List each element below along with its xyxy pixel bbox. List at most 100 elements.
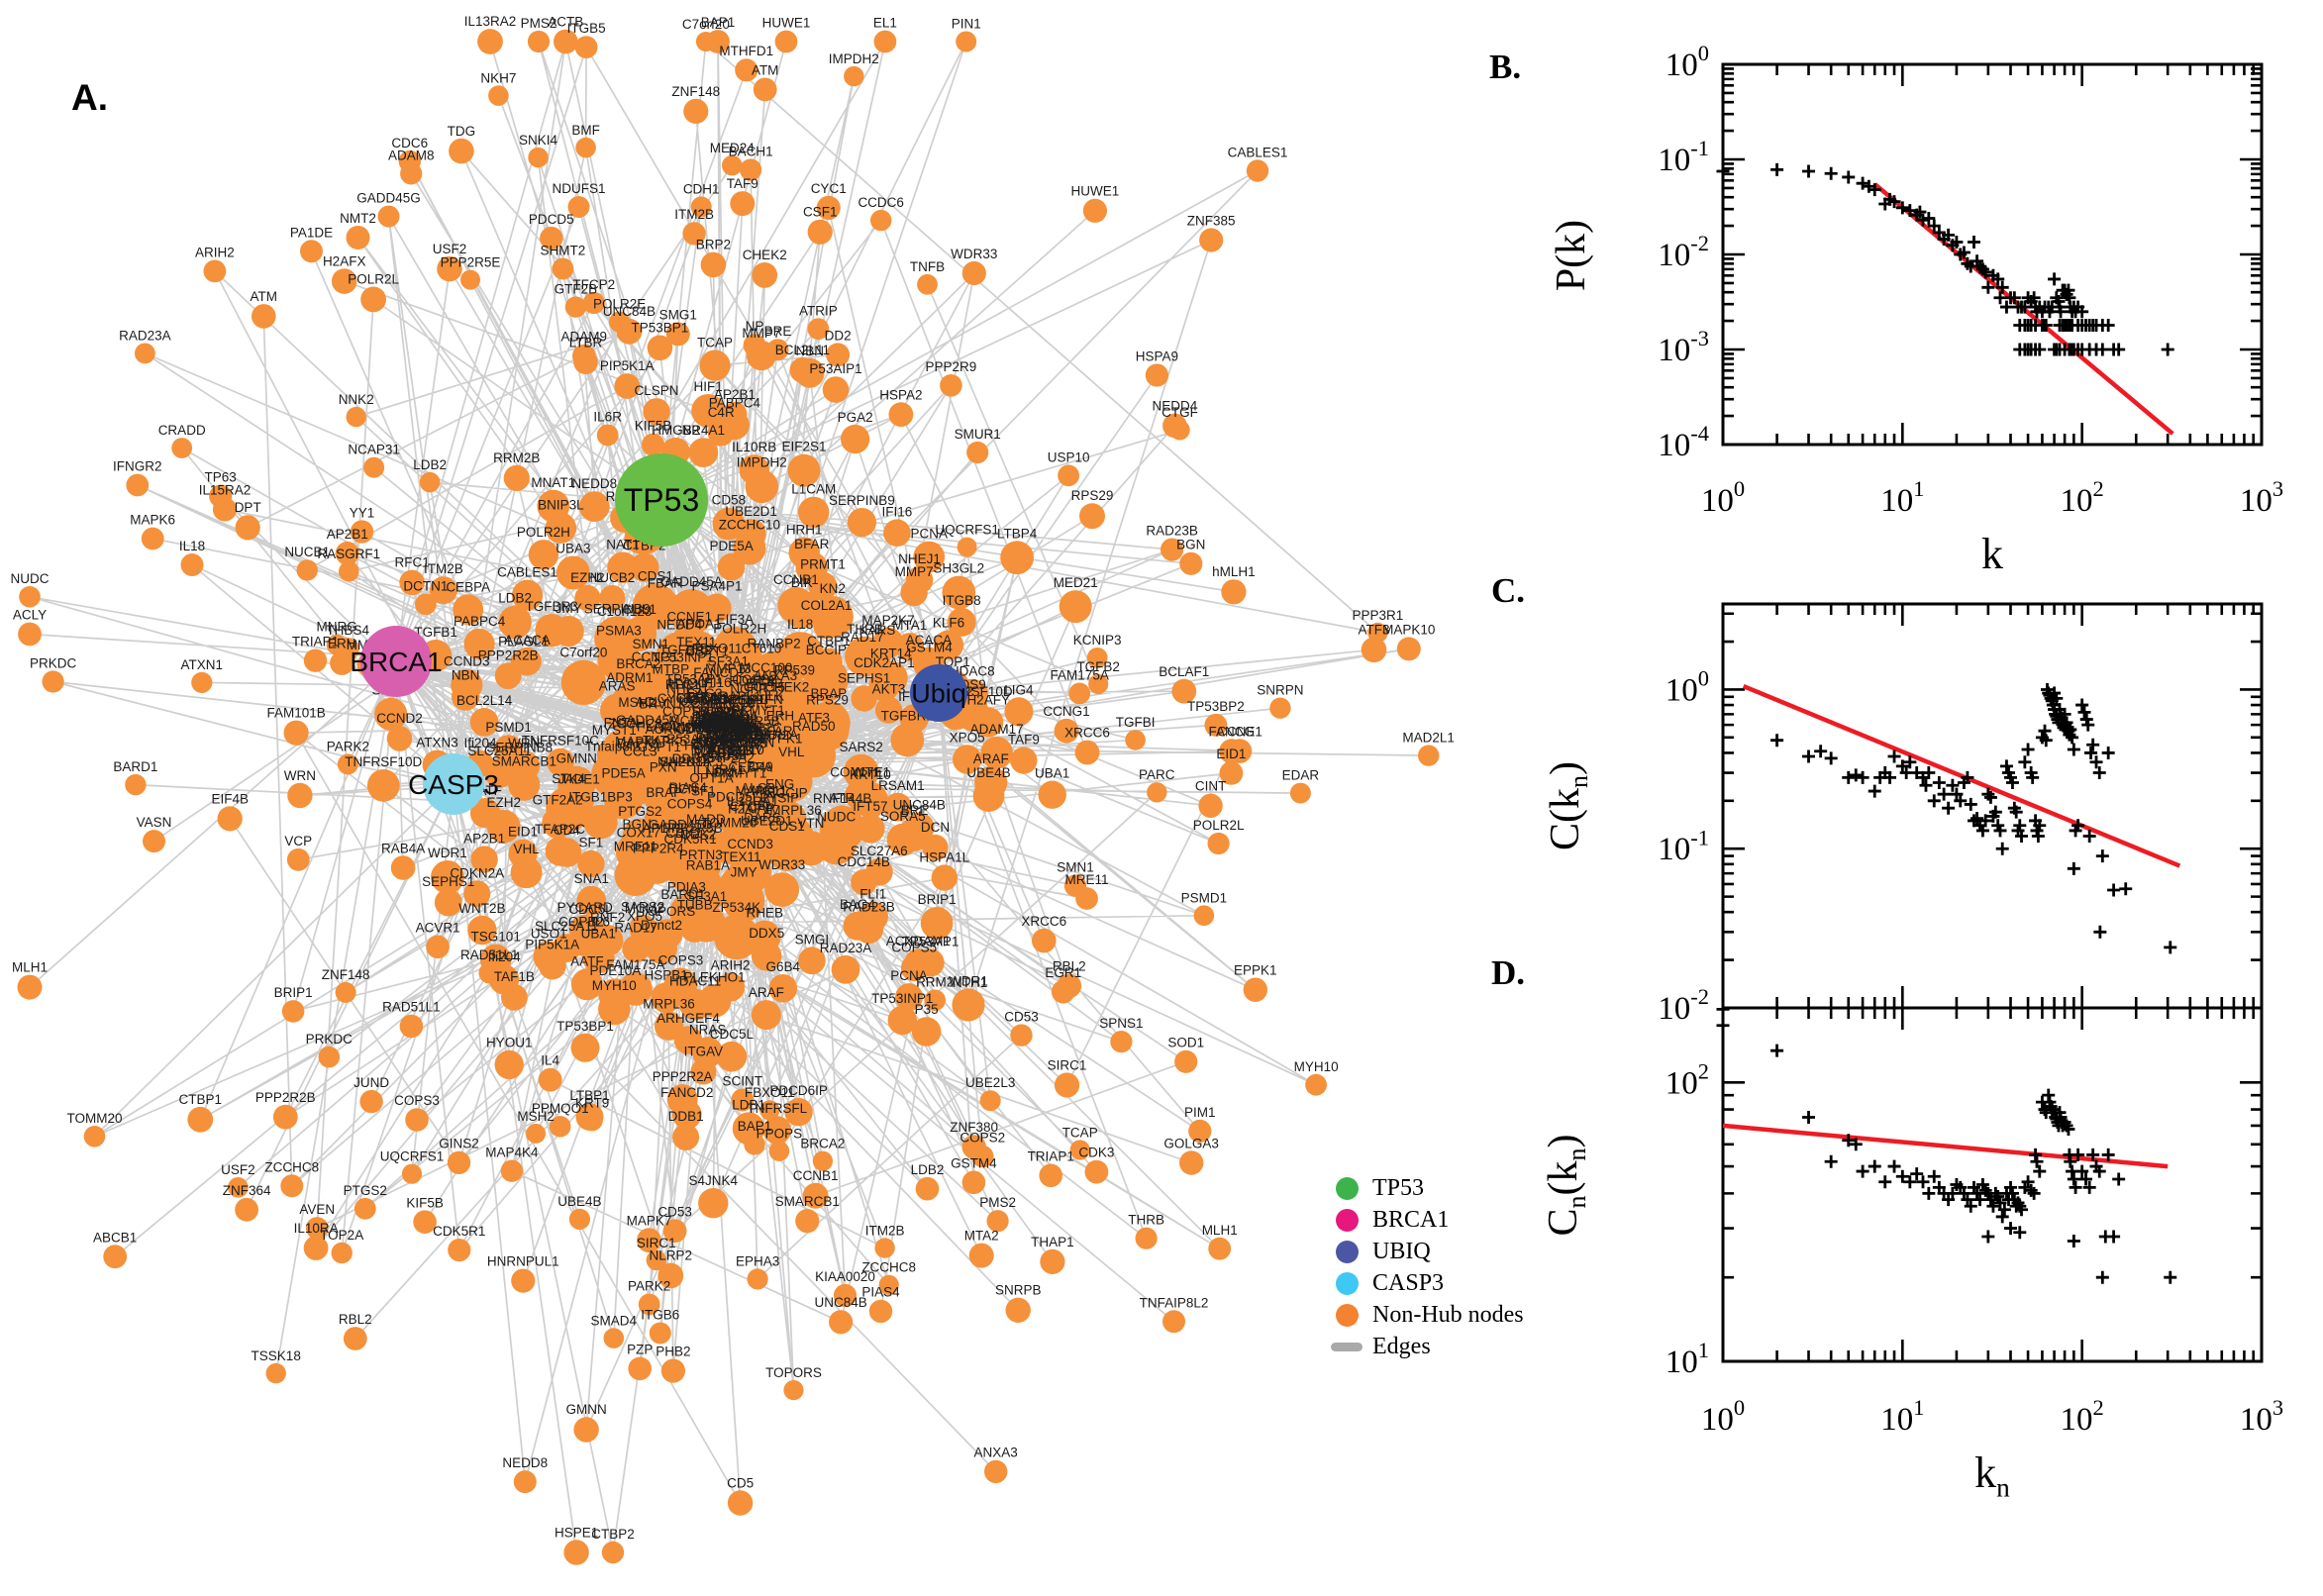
network-node <box>469 708 499 737</box>
gene-label: PRIM1 <box>720 724 760 739</box>
network-node <box>359 1089 383 1114</box>
gene-label: BARD1 <box>660 887 705 902</box>
gene-label: HYOU1 <box>668 676 715 691</box>
gene-label: MTHFD1 <box>719 44 773 58</box>
gene-label: BMF <box>571 123 600 138</box>
x-tick-label: 101 <box>1880 476 1924 519</box>
network-node <box>668 589 715 635</box>
gene-label: GTF2A2 <box>704 750 755 765</box>
network-node <box>1084 1159 1109 1184</box>
gene-label: UBE2L3 <box>965 1075 1015 1090</box>
gene-label: BCLAF1 <box>702 712 753 727</box>
network-node <box>366 769 400 802</box>
gene-label: FLI1 <box>859 887 886 902</box>
gene-label: RABEP1 <box>713 692 765 707</box>
network-node <box>716 1041 748 1072</box>
network-node <box>401 1163 423 1184</box>
gene-label: HSPB1 <box>645 967 688 982</box>
gene-label: EDAR <box>703 721 741 736</box>
gene-label: CDKN2A <box>450 865 504 880</box>
gene-label: TCAP <box>697 336 733 350</box>
network-node <box>572 344 596 368</box>
network-node <box>868 1299 893 1324</box>
gene-label: ZNF148 <box>671 84 720 99</box>
network-node <box>1058 464 1079 487</box>
gene-label: PPP3R1 <box>1353 608 1404 623</box>
network-node <box>103 1245 128 1269</box>
gene-label: PRKDC <box>30 656 77 671</box>
network-node <box>922 834 949 861</box>
network-node <box>18 622 42 647</box>
network-node <box>740 158 762 181</box>
network-node <box>143 830 165 853</box>
gene-label: CCL16 <box>680 696 722 711</box>
gene-label: PHB2 <box>656 1345 690 1359</box>
gene-label: EIF3A <box>717 612 755 627</box>
gene-label: YY1 <box>691 740 717 754</box>
network-node <box>924 989 946 1012</box>
network-node <box>511 1268 536 1293</box>
network-node <box>339 560 359 582</box>
gene-label: TOP2A <box>320 1228 363 1243</box>
gene-label: USP10 <box>1048 449 1090 464</box>
gene-label: TDG <box>712 710 741 725</box>
gene-label: MLH1 <box>12 960 48 975</box>
gene-label: HRH1 <box>786 523 823 538</box>
network-node <box>576 885 607 916</box>
network-node <box>503 464 530 491</box>
gene-label: MCL1 <box>752 783 787 798</box>
gene-label: XPO5 <box>950 730 985 745</box>
gene-label: PRTN3 <box>679 848 723 862</box>
network-node <box>942 575 976 610</box>
network-node <box>1246 159 1269 182</box>
gene-label: RHEB <box>747 906 784 921</box>
gene-label: C49 <box>749 759 773 774</box>
gene-label: ZNF346 <box>691 737 740 751</box>
edge-swatch-icon <box>1331 1342 1363 1351</box>
gene-label: RAD23A <box>119 329 171 344</box>
gene-label: LDB2 <box>911 1162 945 1177</box>
network-node <box>42 670 64 693</box>
gene-label: PTGS2 <box>618 804 661 819</box>
gene-label: FANCC <box>706 700 752 715</box>
network-node <box>986 1210 1009 1233</box>
gene-label: PRMT1 <box>800 557 846 572</box>
gene-label: PXN <box>650 759 677 774</box>
gene-label: TGFB2 <box>1076 659 1120 674</box>
gene-label: WNT2B <box>706 720 753 735</box>
network-node <box>83 1126 106 1147</box>
gene-label: FANCD2 <box>660 1085 713 1100</box>
x-tick-label: 100 <box>1701 1395 1745 1438</box>
network-node <box>511 579 544 611</box>
gene-label: NDN <box>705 765 734 780</box>
gene-label: CCNB1 <box>793 1168 839 1183</box>
network-node <box>326 634 348 655</box>
network-node <box>961 1170 986 1195</box>
gene-label: RASGRF1 <box>317 547 380 561</box>
network-node <box>973 707 1004 738</box>
y-tick-label: 10-1 <box>1658 825 1709 867</box>
x-tick-label: 102 <box>2061 1395 2104 1438</box>
gene-label: ITM2B <box>865 1223 905 1238</box>
gene-label: MLH1 <box>1202 1223 1238 1238</box>
network-node <box>1032 928 1057 953</box>
gene-label: ZNF364 <box>223 1183 271 1198</box>
gene-label: MTBP <box>653 661 690 676</box>
gene-label: ITM2B <box>424 561 463 576</box>
network-node <box>187 1106 214 1133</box>
network-node <box>429 576 457 605</box>
network-node <box>833 1283 858 1308</box>
gene-label: TNFAIP8L2 <box>1140 1295 1209 1310</box>
gene-label: CDK2AP1 <box>854 655 915 670</box>
gene-label: RRM2B <box>493 450 540 465</box>
network-node <box>281 1000 305 1023</box>
network-node <box>933 630 964 660</box>
gene-label: CYC1 <box>657 691 693 706</box>
network-node <box>1221 579 1247 605</box>
gene-label: BCL2L10 <box>708 743 763 757</box>
gene-label: H2AFY <box>728 802 771 817</box>
gene-label: SLC25A11 <box>535 919 598 934</box>
gene-label: CDC14B <box>838 854 890 869</box>
gene-label: STK4 <box>552 771 585 786</box>
gene-label: PLAGL1 <box>498 634 549 648</box>
